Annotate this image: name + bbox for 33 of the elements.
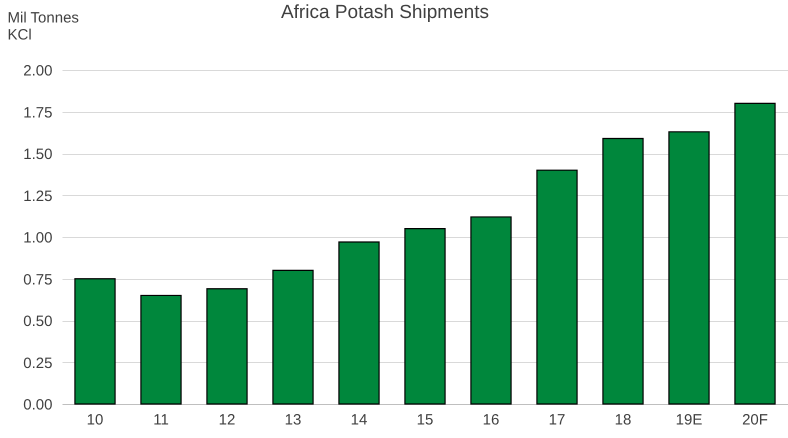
- x-tick-label: 10: [86, 412, 104, 428]
- y-tick-label: 0.00: [23, 396, 52, 414]
- bar: [272, 270, 314, 405]
- x-tick-label: 11: [153, 412, 169, 428]
- y-tick-label: 0.75: [23, 271, 52, 288]
- y-tick-label: 0.25: [23, 354, 52, 372]
- x-tick-label: 19E: [676, 412, 702, 428]
- bar: [74, 278, 116, 405]
- x-tick-label: 14: [350, 412, 368, 428]
- bar: [140, 294, 182, 405]
- y-tick-label: 0.50: [23, 313, 52, 330]
- x-tick-label: 20F: [742, 412, 768, 428]
- x-tick-label: 17: [548, 412, 566, 428]
- bar: [602, 138, 644, 405]
- bar: [734, 102, 776, 405]
- y-axis-title: Mil Tonnes KCl: [8, 10, 79, 44]
- x-tick-label: 13: [284, 412, 302, 428]
- y-tick-label: 1.25: [23, 188, 52, 205]
- bar: [338, 241, 380, 405]
- bar: [470, 216, 512, 405]
- bar: [206, 288, 248, 405]
- y-tick-label: 1.75: [23, 104, 52, 122]
- y-tick-label: 1.50: [23, 146, 52, 163]
- y-tick-label: 2.00: [23, 62, 52, 80]
- x-tick-label: 15: [416, 412, 434, 428]
- bar: [404, 228, 446, 405]
- bar: [668, 131, 710, 405]
- chart-title: Africa Potash Shipments: [280, 2, 490, 23]
- y-tick-label: 1.00: [23, 230, 52, 246]
- bar: [536, 170, 578, 405]
- x-tick-label: 18: [614, 412, 632, 428]
- x-tick-label: 16: [482, 412, 500, 428]
- x-tick-label: 12: [218, 412, 236, 428]
